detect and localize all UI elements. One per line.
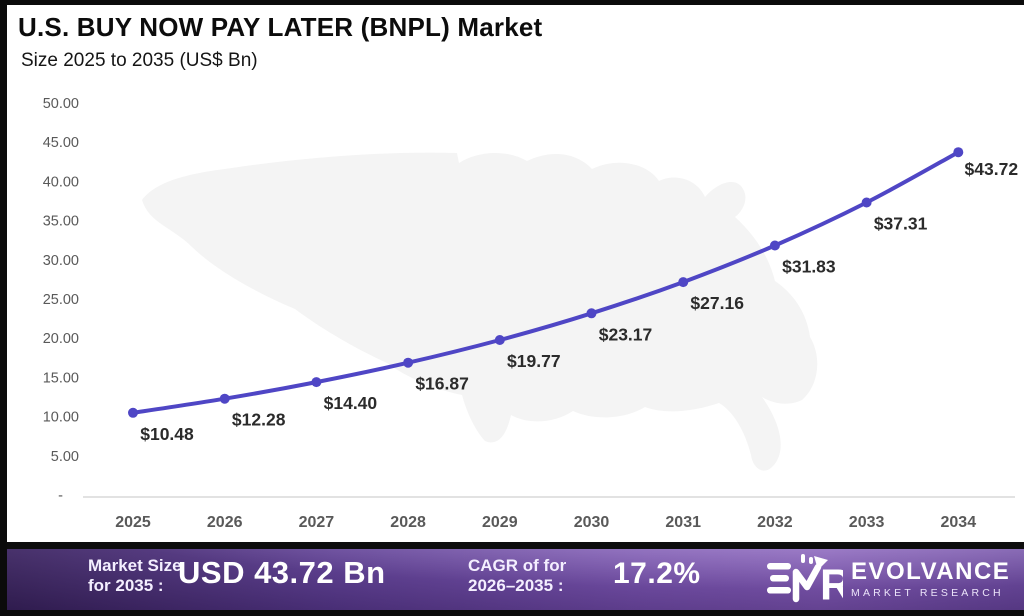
- y-axis-tick-label: 15.00: [43, 370, 79, 386]
- data-point: [494, 335, 505, 345]
- x-axis-year-label: 2034: [941, 514, 977, 531]
- cagr-label: CAGR of for 2026–2035 :: [468, 556, 567, 596]
- evolvance-logo: R EVOLVANCE MARKET RESEARCH: [767, 554, 1010, 604]
- data-point-label: $10.48: [140, 424, 194, 444]
- x-axis-year-label: 2030: [574, 514, 610, 531]
- y-axis-tick-label: 30.00: [43, 253, 79, 269]
- data-point: [586, 308, 597, 319]
- x-axis-year-label: 2029: [482, 514, 518, 531]
- market-size-value: USD 43.72 Bn: [178, 555, 386, 590]
- x-axis-year-label: 2033: [849, 514, 885, 531]
- data-point-label: $27.16: [690, 293, 744, 313]
- y-axis-tick-label: 40.00: [43, 174, 79, 190]
- data-point: [219, 393, 230, 404]
- data-point-label: $16.87: [415, 374, 469, 394]
- data-point-label: $14.40: [324, 393, 378, 413]
- data-point: [769, 240, 780, 251]
- data-point: [403, 357, 414, 368]
- market-size-line: [131, 150, 961, 415]
- y-axis-tick-label: 35.00: [43, 214, 79, 230]
- brand-subtitle: MARKET RESEARCH: [851, 586, 1004, 599]
- y-axis-tick-label: 45.00: [43, 135, 79, 151]
- svg-text:R: R: [820, 561, 843, 605]
- brand-name: EVOLVANCE: [851, 557, 1011, 585]
- market-size-label: Market Size for 2035 :: [88, 556, 182, 596]
- frame-border-left: [0, 0, 7, 616]
- data-point: [128, 407, 138, 418]
- data-point: [861, 197, 872, 208]
- data-point-label: $23.17: [599, 324, 653, 344]
- y-axis-tick-label: 10.00: [43, 410, 79, 426]
- x-axis-year-label: 2025: [115, 514, 151, 531]
- data-point-label: $12.28: [232, 410, 286, 430]
- data-point: [678, 277, 689, 288]
- footer-separator: [0, 542, 1024, 549]
- page-title: U.S. BUY NOW PAY LATER (BNPL) Market: [18, 12, 543, 42]
- data-point-label: $31.83: [782, 257, 836, 277]
- bnpl-line-chart: 50.00 45.00 40.00 35.00 30.00 25.00 20.00 15.00…: [43, 96, 1019, 531]
- data-point: [311, 377, 322, 388]
- data-point-label: $37.31: [874, 214, 928, 234]
- y-axis-tick-label: 50.00: [43, 96, 79, 112]
- y-axis-tick-label: 20.00: [43, 331, 79, 347]
- frame-border-bottom: [0, 610, 1024, 616]
- footer-banner: Market Size for 2035 : USD 43.72 Bn CAGR…: [7, 549, 1024, 610]
- y-axis-tick-label: 5.00: [51, 449, 79, 465]
- cagr-value: 17.2%: [613, 557, 701, 590]
- x-axis-year-label: 2032: [757, 514, 793, 531]
- data-point-label: $19.77: [507, 351, 561, 371]
- x-axis-year-label: 2031: [665, 514, 701, 531]
- y-axis-tick-label: 25.00: [43, 292, 79, 308]
- emr-monogram-icon: R: [767, 554, 843, 604]
- x-axis-year-label: 2026: [207, 514, 243, 531]
- y-axis-tick-label: -: [58, 488, 63, 504]
- frame-border-top: [0, 0, 1024, 5]
- x-axis-year-label: 2027: [299, 514, 335, 531]
- data-point-label: $43.72: [965, 159, 1019, 179]
- data-point: [953, 147, 964, 158]
- page-subtitle: Size 2025 to 2035 (US$ Bn): [21, 50, 258, 71]
- x-axis-year-label: 2028: [390, 514, 426, 531]
- us-map-silhouette-icon: [142, 152, 818, 471]
